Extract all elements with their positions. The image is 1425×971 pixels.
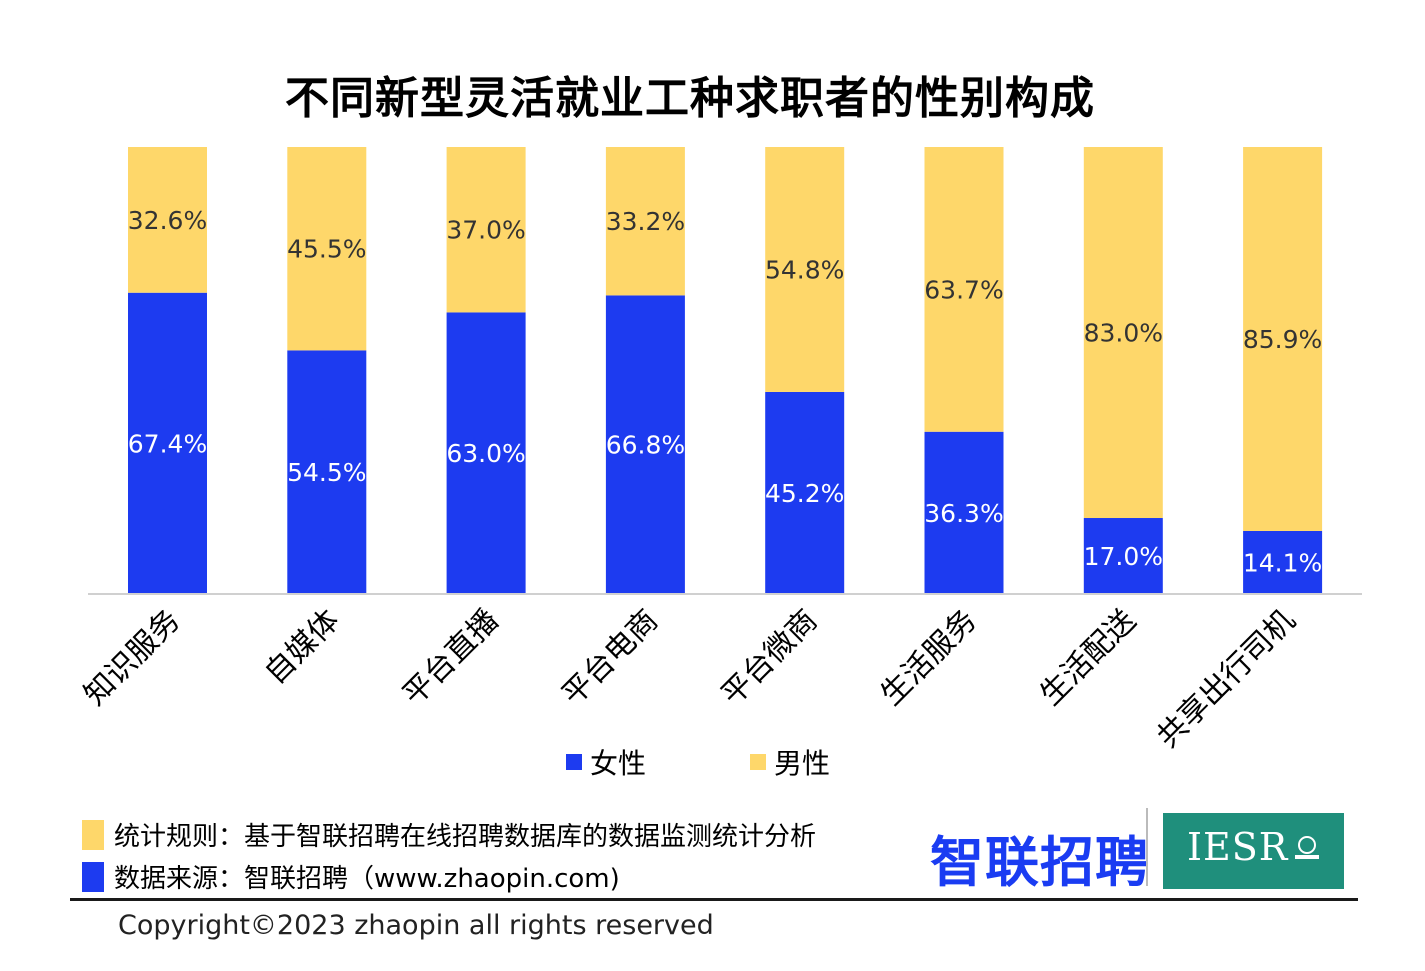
data-label-male-5: 63.7%	[924, 275, 1003, 304]
data-label-male-6: 83.0%	[1084, 319, 1163, 348]
x-tick-label-6: 生活配送	[1033, 603, 1143, 713]
data-label-female-3: 66.8%	[606, 431, 685, 460]
chart-title: 不同新型灵活就业工种求职者的性别构成	[285, 73, 1095, 124]
data-label-female-1: 54.5%	[287, 458, 366, 487]
data-label-female-2: 63.0%	[446, 439, 525, 468]
data-label-female-0: 67.4%	[128, 429, 207, 458]
zhaopin-logo: 智联招聘	[930, 831, 1150, 894]
data-label-male-4: 54.8%	[765, 255, 844, 284]
legend-swatch-female	[566, 754, 582, 770]
footnote-rule: 统计规则：基于智联招聘在线招聘数据库的数据监测统计分析	[82, 816, 816, 853]
bar-female-7	[1243, 530, 1323, 594]
data-label-male-2: 37.0%	[446, 216, 525, 245]
bar-female-2	[446, 312, 526, 594]
x-tick-label-5: 生活服务	[874, 603, 984, 713]
bar-male-1	[287, 147, 367, 351]
data-label-male-0: 32.6%	[128, 206, 207, 235]
data-label-female-6: 17.0%	[1084, 542, 1163, 571]
legend-label-male: 男性	[774, 747, 831, 780]
legend-swatch-male	[750, 754, 766, 770]
legend-item-female: 女性	[566, 742, 646, 782]
bar-female-1	[287, 350, 367, 594]
bar-female-4	[765, 391, 845, 594]
data-label-female-7: 14.1%	[1243, 548, 1322, 577]
iesr-logo: IESR	[1163, 813, 1344, 889]
footnote-rule-swatch	[82, 819, 104, 850]
bar-male-4	[765, 147, 845, 392]
bar-female-5	[924, 431, 1004, 594]
bar-male-0	[128, 147, 207, 293]
x-tick-label-7: 共享出行司机	[1150, 603, 1302, 755]
data-label-female-5: 36.3%	[924, 499, 1003, 528]
iesr-logo-text: IESR	[1187, 825, 1289, 869]
bar-male-6	[1083, 147, 1163, 519]
x-tick-label-4: 平台微商	[715, 603, 825, 713]
data-label-female-4: 45.2%	[765, 479, 844, 508]
footnote-source-swatch	[82, 861, 104, 892]
legend-label-female: 女性	[590, 747, 647, 780]
x-tick-label-1: 自媒体	[258, 603, 346, 691]
x-tick-label-0: 知识服务	[78, 603, 188, 713]
footer-divider	[70, 898, 1358, 901]
footnote-source: 数据来源：智联招聘（www.zhaopin.com)	[82, 858, 620, 895]
logo-divider	[1146, 808, 1148, 886]
data-label-male-1: 45.5%	[287, 235, 366, 264]
bar-male-2	[446, 147, 526, 313]
x-tick-label-3: 平台电商	[555, 603, 665, 713]
x-tick-label-2: 平台直播	[396, 603, 506, 713]
footnote-source-text: 数据来源：智联招聘（www.zhaopin.com)	[114, 864, 620, 894]
bar-female-0	[128, 292, 207, 594]
bar-female-6	[1083, 518, 1163, 594]
legend-item-male: 男性	[750, 742, 830, 782]
data-label-male-3: 33.2%	[606, 207, 685, 236]
data-label-male-7: 85.9%	[1243, 325, 1322, 354]
bar-female-3	[605, 295, 685, 594]
footnote-rule-text: 统计规则：基于智联招聘在线招聘数据库的数据监测统计分析	[114, 822, 817, 852]
copyright-text: Copyright©2023 zhaopin all rights reserv…	[118, 910, 714, 941]
iesr-emblem-icon	[1295, 836, 1319, 859]
bar-male-3	[605, 147, 685, 296]
bar-male-7	[1243, 147, 1323, 531]
bar-male-5	[924, 147, 1004, 432]
